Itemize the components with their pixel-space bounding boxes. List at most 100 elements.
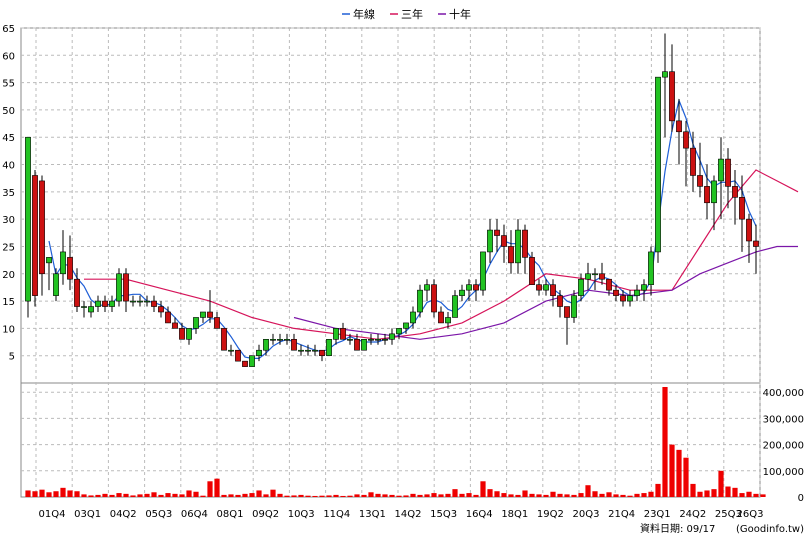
volume-bar <box>312 495 318 497</box>
candle <box>256 344 262 362</box>
legend-label-1: 三年 <box>401 7 423 21</box>
volume-bar <box>214 478 220 497</box>
x-tick-label: 18Q1 <box>501 509 528 520</box>
candle <box>347 333 353 345</box>
candle <box>690 131 696 192</box>
volume-bar <box>438 494 444 497</box>
volume-tick-label: 400,000 <box>763 388 804 399</box>
volume-bar <box>424 494 430 497</box>
volume-panel-frame <box>20 382 761 498</box>
volume-bar <box>116 493 122 497</box>
candle <box>305 344 311 356</box>
candle-body <box>431 284 437 313</box>
candle <box>291 333 297 351</box>
candle-body <box>711 180 717 204</box>
candle-body <box>683 131 689 149</box>
volume-bar <box>641 493 647 497</box>
volume-bar <box>718 470 724 497</box>
x-tick-label: 05Q3 <box>145 509 172 520</box>
candle-body <box>676 120 682 133</box>
candle-body <box>179 328 185 340</box>
candle-body <box>53 273 59 296</box>
volume-bar <box>81 494 87 497</box>
candle-body <box>123 273 129 302</box>
candle-body <box>333 328 339 340</box>
volume-bar <box>368 492 374 497</box>
volume-tick-label: 300,000 <box>763 414 804 425</box>
candle <box>221 328 227 351</box>
volume-bar <box>543 494 549 497</box>
volume-bar <box>88 495 94 497</box>
candle-body <box>242 360 248 367</box>
candle-body <box>438 311 444 324</box>
volume-bar <box>186 490 192 497</box>
volume-bar <box>508 494 514 497</box>
price-tick-label: 35 <box>2 188 15 199</box>
candle <box>515 219 521 274</box>
volume-bar <box>144 493 150 497</box>
candle <box>375 333 381 345</box>
x-tick-label: 08Q1 <box>217 509 244 520</box>
x-tick-label: 01Q4 <box>39 509 66 520</box>
candle-body <box>655 76 661 253</box>
candle-body <box>501 235 507 247</box>
candle <box>333 328 339 345</box>
x-tick-label: 03Q1 <box>74 509 101 520</box>
price-tick-label: 45 <box>2 133 15 144</box>
price-tick-label: 30 <box>2 215 15 226</box>
candle <box>39 175 45 296</box>
candle <box>697 142 703 198</box>
price-tick-label: 55 <box>2 79 15 90</box>
candle <box>242 360 248 367</box>
candle-body <box>620 295 626 302</box>
volume-bar <box>578 493 584 497</box>
volume-bar <box>627 495 633 497</box>
candle-body <box>550 284 556 296</box>
volume-bar <box>207 481 213 497</box>
candle <box>102 295 108 312</box>
candle-body <box>662 71 668 78</box>
volume-bar <box>417 494 423 497</box>
x-tick-label: 24Q2 <box>679 509 706 520</box>
candle-body <box>515 229 521 264</box>
candle <box>200 311 206 323</box>
candlesticks <box>25 33 759 367</box>
candle <box>648 246 654 296</box>
candle-body <box>46 257 52 264</box>
x-tick-label: 25Q3 <box>715 509 742 520</box>
candle-body <box>249 355 255 367</box>
candle-body <box>235 349 241 362</box>
volume-bar <box>382 494 388 497</box>
candle <box>459 284 465 302</box>
volume-bar <box>291 495 297 497</box>
candle <box>676 99 682 165</box>
volume-bar <box>319 495 325 497</box>
candle-body <box>368 339 374 341</box>
candle <box>284 333 290 345</box>
candle-body <box>95 300 101 307</box>
candle <box>109 295 115 312</box>
candle-body <box>417 289 423 313</box>
candle-body <box>543 284 549 291</box>
volume-bar <box>746 491 752 497</box>
volume-bar <box>487 489 493 497</box>
candle <box>753 224 759 274</box>
volume-bar <box>165 493 171 497</box>
candle-body <box>410 311 416 324</box>
candle-body <box>137 300 143 303</box>
price-tick-label: 65 <box>2 24 15 35</box>
volume-bar <box>151 492 157 497</box>
legend: 年線 三年 十年 <box>342 7 471 21</box>
volume-bar <box>256 490 262 497</box>
candle-body <box>606 278 612 291</box>
volume-bar <box>172 493 178 497</box>
price-tick-label: 15 <box>2 297 15 308</box>
candle <box>564 306 570 345</box>
volume-bar <box>326 495 332 497</box>
x-tick-label: 04Q2 <box>110 509 137 520</box>
volume-bar <box>564 494 570 497</box>
x-tick-label: 15Q3 <box>430 509 457 520</box>
candle <box>137 295 143 307</box>
price-panel-frame <box>20 27 761 384</box>
source-site-label: (Goodinfo.tw) <box>736 524 804 535</box>
